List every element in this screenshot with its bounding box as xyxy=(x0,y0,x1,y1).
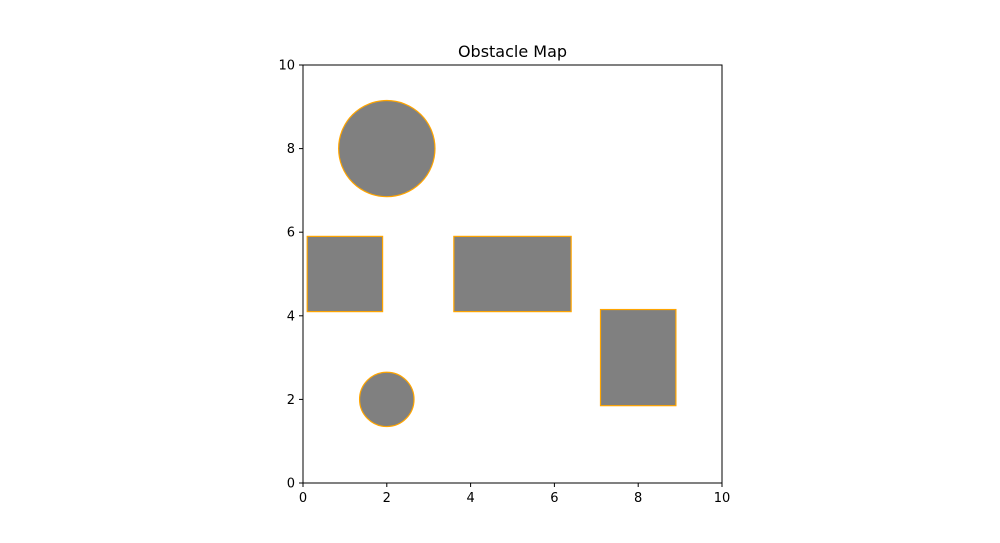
obstacle-circle xyxy=(358,371,415,428)
y-tick-label: 10 xyxy=(278,59,295,74)
x-tick-label: 10 xyxy=(714,491,731,506)
x-tick-label: 4 xyxy=(466,491,474,506)
axes-frame xyxy=(302,64,723,484)
x-axis: 0 2 4 6 8 10 xyxy=(299,483,730,506)
obstacle-rect xyxy=(306,235,384,313)
x-tick-label: 2 xyxy=(383,491,391,506)
chart-title: Obstacle Map xyxy=(458,42,567,61)
y-axis: 0 2 4 6 8 10 xyxy=(278,59,303,492)
obstacles-layer xyxy=(306,99,677,428)
obstacle-circle xyxy=(338,99,436,198)
y-tick-label: 4 xyxy=(287,309,295,324)
x-tick-label: 0 xyxy=(299,491,307,506)
y-tick-label: 6 xyxy=(287,226,295,241)
y-tick-label: 0 xyxy=(287,477,295,492)
x-tick-label: 8 xyxy=(634,491,642,506)
x-tick-label: 6 xyxy=(550,491,558,506)
y-tick-label: 2 xyxy=(287,393,295,408)
obstacle-rect xyxy=(453,235,572,313)
obstacle-rect xyxy=(599,308,677,407)
y-tick-label: 8 xyxy=(287,142,295,157)
